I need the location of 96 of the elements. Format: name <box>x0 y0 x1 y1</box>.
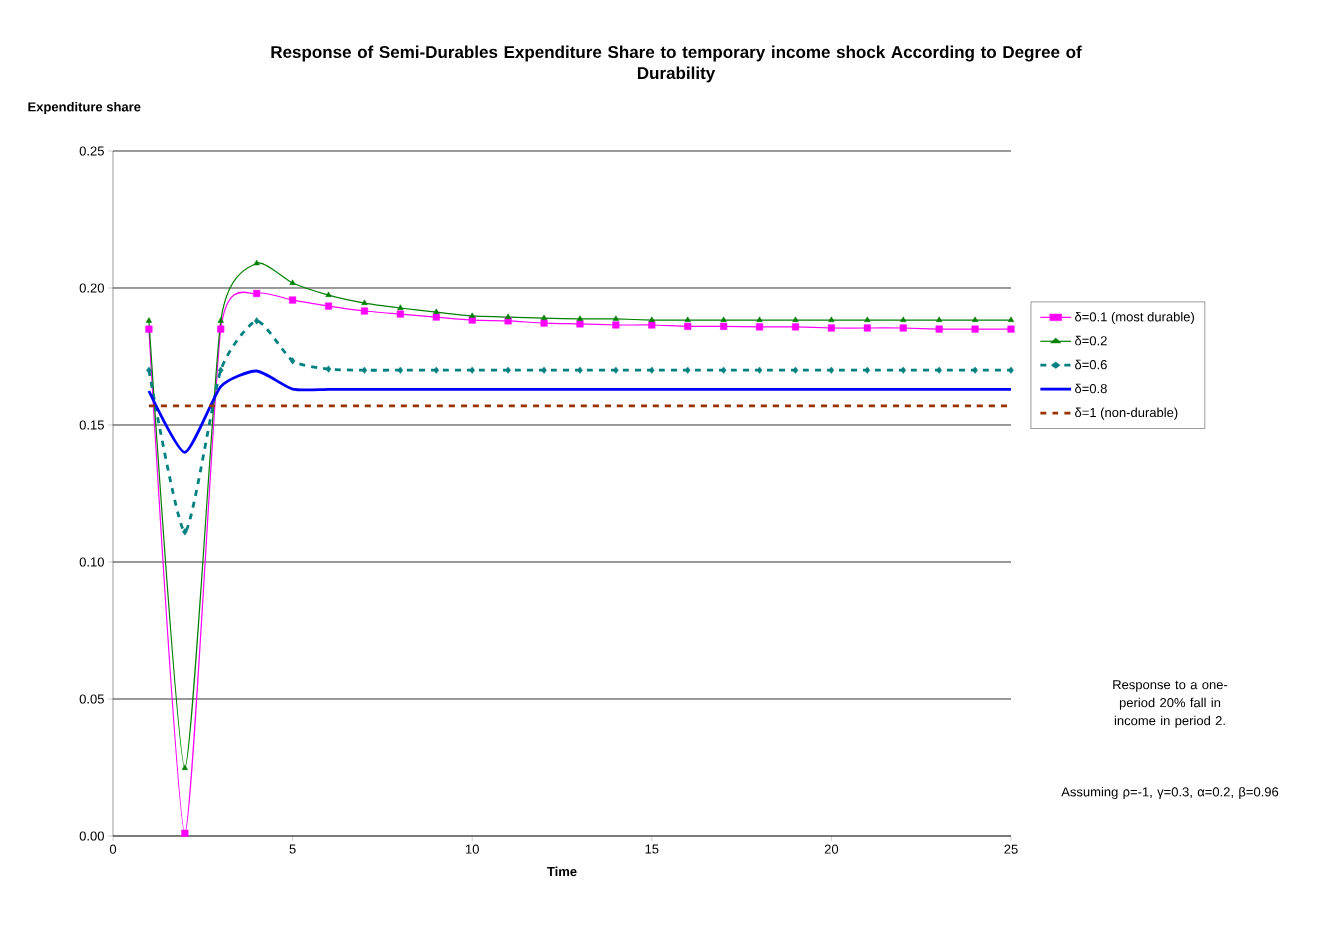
y-tick-label: 0.25 <box>79 146 104 156</box>
point <box>971 325 979 333</box>
line-series <box>147 369 1013 454</box>
point <box>827 324 835 332</box>
point <box>505 313 512 319</box>
point <box>181 764 188 770</box>
x-tick-label: 0 <box>109 844 117 854</box>
y-axis-title: Expenditure share <box>28 101 141 115</box>
point <box>182 528 188 536</box>
y-tick-label: 0.05 <box>79 694 104 704</box>
point <box>792 316 799 322</box>
point <box>971 316 979 322</box>
point <box>972 366 978 374</box>
point <box>935 325 943 333</box>
point <box>145 317 153 323</box>
x-tick-label: 15 <box>645 844 659 854</box>
point <box>505 366 511 374</box>
point <box>540 314 548 321</box>
point <box>648 321 656 329</box>
y-tick-label: 0.20 <box>79 283 104 293</box>
point <box>828 316 835 322</box>
point <box>648 316 655 322</box>
point <box>181 829 189 837</box>
point <box>433 308 440 315</box>
point <box>469 366 475 374</box>
legend-label: δ=0.6 <box>1075 359 1107 370</box>
point <box>289 357 296 365</box>
point <box>217 325 225 333</box>
legend-label: δ=0.1 (most durable) <box>1075 311 1194 325</box>
x-tick-label: 20 <box>824 844 839 854</box>
point <box>720 316 727 322</box>
point <box>1008 366 1014 374</box>
point <box>540 319 548 327</box>
point <box>684 322 692 330</box>
point <box>217 317 224 323</box>
point <box>253 289 261 298</box>
point <box>218 366 224 374</box>
point <box>613 366 619 374</box>
y-tick-label: 0.00 <box>79 831 104 841</box>
point <box>576 315 584 321</box>
point <box>756 323 764 331</box>
point <box>685 366 691 374</box>
point <box>1007 316 1015 322</box>
point <box>253 259 260 266</box>
point <box>289 296 297 304</box>
point <box>1007 325 1015 333</box>
x-tick-label: 25 <box>1004 844 1018 854</box>
point <box>145 325 153 333</box>
point <box>361 366 368 374</box>
x-axis-title: Time <box>547 866 577 877</box>
point <box>612 321 620 329</box>
legend-label: δ=1 (non-durable) <box>1075 407 1178 420</box>
x-tick-label: 10 <box>465 844 479 854</box>
legend-label: δ=0.8 <box>1075 383 1107 394</box>
point <box>828 366 835 374</box>
point <box>289 279 296 285</box>
text: Assuming ρ=-1, γ=0.3, α=0.2, β=0.96 <box>1061 786 1279 800</box>
point <box>324 302 333 310</box>
point <box>576 320 584 328</box>
point <box>325 365 332 373</box>
point <box>684 316 691 322</box>
point <box>756 366 763 374</box>
point <box>720 366 727 374</box>
point <box>936 366 942 374</box>
point <box>541 366 547 374</box>
point <box>397 366 404 374</box>
point <box>863 324 871 332</box>
point <box>577 366 583 374</box>
point <box>146 366 152 374</box>
chart-title: Response of Semi-Durables Expenditure Share to temporary income shock According to Degree of Durability <box>271 45 1082 83</box>
point <box>469 312 476 318</box>
point <box>612 315 619 321</box>
point <box>361 299 368 305</box>
point <box>900 316 907 322</box>
y-tick-label: 0.10 <box>79 557 104 567</box>
y-tick-label: 0.15 <box>79 420 104 430</box>
point <box>791 323 800 331</box>
point <box>756 316 763 322</box>
point <box>900 366 906 374</box>
point <box>325 291 332 298</box>
point <box>396 310 404 318</box>
point <box>864 366 871 374</box>
point <box>936 316 943 322</box>
point <box>899 324 907 332</box>
point <box>397 304 404 310</box>
legend-label: δ=0.2 <box>1075 335 1107 346</box>
point <box>720 322 728 330</box>
point <box>433 366 440 374</box>
point <box>432 313 440 321</box>
point <box>792 366 799 374</box>
text: Response to a one-period 20% fall in income in period 2. <box>1113 680 1228 728</box>
x-tick-label: 5 <box>289 844 296 854</box>
point <box>864 316 871 322</box>
point <box>360 307 368 315</box>
point <box>253 317 260 325</box>
point <box>649 366 655 374</box>
